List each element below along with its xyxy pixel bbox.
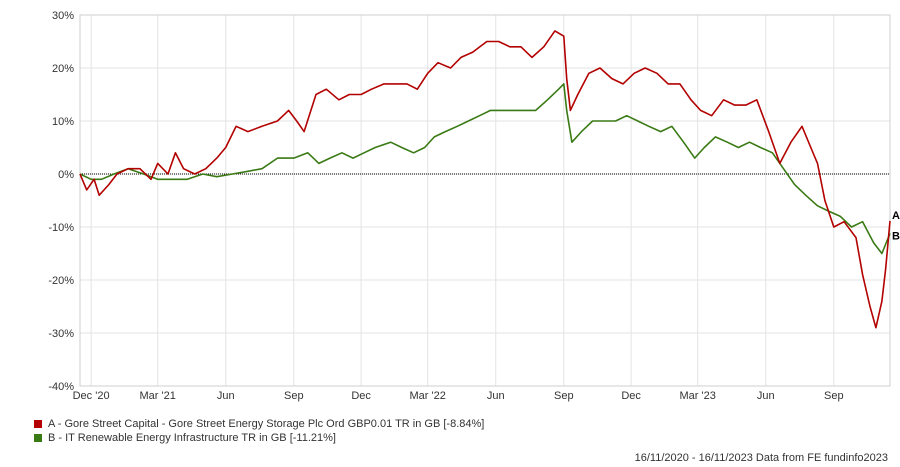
- y-tick-label: -10%: [48, 222, 74, 234]
- y-tick-label: -20%: [48, 275, 74, 287]
- y-tick-label: -30%: [48, 328, 74, 340]
- y-axis-tick-labels: 30% 20% 10% 0% -10% -20% -30% -40%: [48, 10, 74, 393]
- legend-label-b: B - IT Renewable Energy Infrastructure T…: [48, 432, 336, 444]
- y-tick-label: 30%: [52, 10, 74, 22]
- x-tick-label: Dec '20: [73, 390, 110, 402]
- legend-item-a: A - Gore Street Capital - Gore Street En…: [34, 417, 484, 431]
- x-tick-label: Mar '21: [139, 390, 175, 402]
- x-axis-tick-labels: Dec '20 Mar '21 Jun Sep Dec Mar '22 Jun Sep Dec M…: [73, 390, 844, 402]
- series-line-b: [79, 83, 891, 255]
- date-range-source-footer: 16/11/2020 - 16/11/2023 Data from FE fun…: [634, 452, 888, 464]
- series-lines: [79, 30, 891, 329]
- plot-frame: [79, 14, 891, 387]
- series-end-labels: AB: [892, 210, 900, 243]
- x-tick-label: Sep: [824, 390, 844, 402]
- legend-swatch-b: [34, 434, 42, 442]
- legend-item-b: B - IT Renewable Energy Infrastructure T…: [34, 431, 484, 445]
- x-tick-label: Sep: [284, 390, 304, 402]
- y-tick-label: 10%: [52, 116, 74, 128]
- series-end-label-a: A: [892, 210, 900, 222]
- series-end-label-b: B: [892, 230, 900, 242]
- x-tick-label: Mar '22: [409, 390, 445, 402]
- x-tick-label: Jun: [757, 390, 775, 402]
- series-line-a: [79, 30, 891, 329]
- x-tick-label: Sep: [554, 390, 574, 402]
- legend-label-a: A - Gore Street Capital - Gore Street En…: [48, 418, 485, 430]
- x-tick-label: Mar '23: [679, 390, 715, 402]
- legend-swatch-a: [34, 420, 42, 428]
- x-tick-label: Jun: [487, 390, 505, 402]
- grid-lines: [80, 14, 890, 387]
- x-tick-label: Dec: [351, 390, 371, 402]
- y-tick-label: 0%: [58, 169, 74, 181]
- y-tick-label: -40%: [48, 381, 74, 393]
- x-tick-label: Jun: [217, 390, 235, 402]
- legend: A - Gore Street Capital - Gore Street En…: [34, 417, 484, 445]
- x-tick-label: Dec: [621, 390, 641, 402]
- y-tick-label: 20%: [52, 63, 74, 75]
